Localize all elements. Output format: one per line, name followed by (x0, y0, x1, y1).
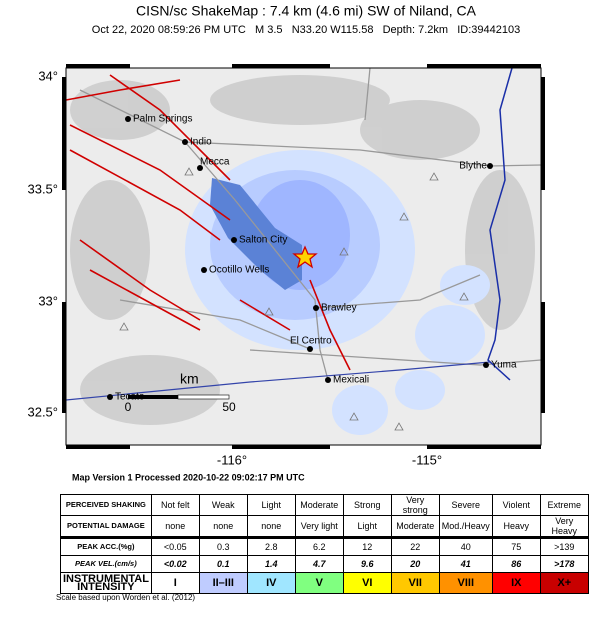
legend-cell: 12 (342, 536, 392, 556)
legend-cell: Heavy (491, 515, 541, 538)
city-label: Blythe (459, 161, 487, 172)
city-label: El Centro (290, 336, 332, 347)
scale-tick: 0 (125, 400, 132, 414)
legend-cell: 86 (491, 555, 541, 573)
legend-cell: none (150, 515, 200, 538)
legend-cell: Very Heavy (539, 515, 589, 538)
legend-cell: II–III (198, 572, 248, 594)
legend-cell: Extreme (539, 494, 589, 516)
legend-cell: 75 (491, 536, 541, 556)
legend-cell: 20 (390, 555, 440, 573)
row-header: PEAK ACC.(%g) (60, 536, 152, 556)
legend-cell: V (294, 572, 344, 594)
legend-cell: <0.02 (150, 555, 200, 573)
legend-cell: 0.1 (198, 555, 248, 573)
lon-label: -116° (217, 452, 247, 467)
legend-cell: 6.2 (294, 536, 344, 556)
legend-cell: Very strong (390, 494, 440, 516)
legend-cell: X+ (539, 572, 589, 594)
map-version: Map Version 1 Processed 2020-10-22 09:02… (72, 472, 305, 482)
legend-cell: 41 (438, 555, 493, 573)
legend-cell: VI (342, 572, 392, 594)
city-label: Salton City (239, 235, 287, 246)
city-label: Ocotillo Wells (209, 265, 269, 276)
legend-cell: Light (246, 494, 296, 516)
subtitle: Oct 22, 2020 08:59:26 PM UTC M 3.5 N33.2… (92, 24, 520, 36)
scale-tick: 50 (222, 400, 236, 414)
legend-cell: Moderate (390, 515, 440, 538)
legend-cell: none (198, 515, 248, 538)
legend-cell: IX (491, 572, 541, 594)
legend-cell: 0.3 (198, 536, 248, 556)
city-label: Mexicali (333, 375, 369, 386)
row-header: PEAK VEL.(cm/s) (60, 555, 152, 573)
city-label: Yuma (491, 360, 517, 371)
legend-cell: Violent (491, 494, 541, 516)
legend-cell: 1.4 (246, 555, 296, 573)
legend-cell: 2.8 (246, 536, 296, 556)
legend-cell: Strong (342, 494, 392, 516)
row-header: INSTRUMENTAL INTENSITY (60, 572, 152, 594)
legend-cell: <0.05 (150, 536, 200, 556)
legend-cell: Weak (198, 494, 248, 516)
city-label: Indio (190, 137, 212, 148)
city-label: Palm Springs (133, 114, 192, 125)
legend-row: PERCEIVED SHAKING Not felt Weak Light Modera… (60, 494, 589, 516)
legend-cell: none (246, 515, 296, 538)
legend-cell: 9.6 (342, 555, 392, 573)
city-label: Brawley (321, 303, 357, 314)
legend-cell: 22 (390, 536, 440, 556)
legend-cell: Mod./Heavy (438, 515, 493, 538)
lat-label: 33° (38, 293, 58, 308)
legend-cell: Severe (438, 494, 493, 516)
map: Palm Springs Indio Mecca Blythe Salton C… (62, 64, 545, 449)
legend-cell: Light (342, 515, 392, 538)
lon-label: -115° (412, 452, 442, 467)
legend-cell: 40 (438, 536, 493, 556)
legend-cell: VII (390, 572, 440, 594)
lat-label: 33.5° (27, 181, 58, 196)
legend-cell: >178 (539, 555, 589, 573)
legend-cell: 4.7 (294, 555, 344, 573)
legend-cell: Moderate (294, 494, 344, 516)
footnote: Scale based upon Worden et al. (2012) (56, 593, 195, 602)
legend-cell: I (150, 572, 200, 594)
intensity-legend: PERCEIVED SHAKING Not felt Weak Light Modera… (60, 494, 589, 594)
lat-label: 32.5° (27, 404, 58, 419)
scale-unit: km (180, 371, 199, 387)
row-header: PERCEIVED SHAKING (60, 494, 152, 516)
lat-label: 34° (38, 68, 58, 83)
legend-row: PEAK VEL.(cm/s) <0.02 0.1 1.4 4.7 9.6 20 41 86 >1… (60, 555, 589, 573)
legend-row: POTENTIAL DAMAGE none none none Very light Li… (60, 515, 589, 538)
legend-cell: VIII (438, 572, 493, 594)
row-header: POTENTIAL DAMAGE (60, 515, 152, 538)
legend-row: PEAK ACC.(%g) <0.05 0.3 2.8 6.2 12 22 40 75 >139 (60, 536, 589, 556)
legend-cell: Very light (294, 515, 344, 538)
legend-row: INSTRUMENTAL INTENSITY I II–III IV V VI VII VII… (60, 572, 589, 594)
legend-cell: Not felt (150, 494, 200, 516)
legend-cell: IV (246, 572, 296, 594)
city-label: Mecca (200, 157, 230, 168)
legend-cell: >139 (539, 536, 589, 556)
title: CISN/sc ShakeMap : 7.4 km (4.6 mi) SW of… (136, 3, 477, 19)
